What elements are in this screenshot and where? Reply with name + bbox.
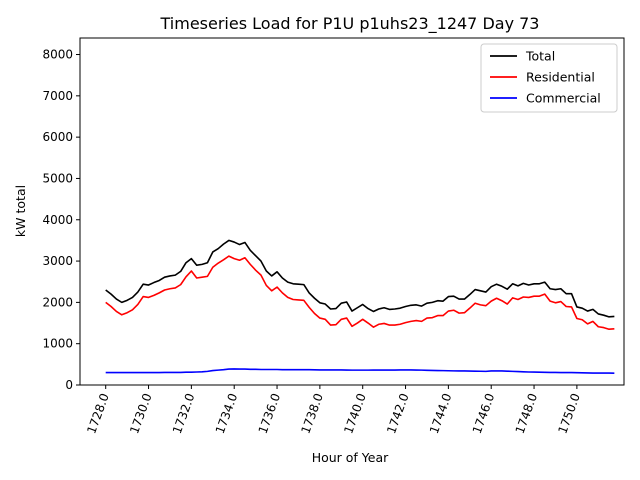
y-tick-label: 6000 — [42, 130, 73, 144]
legend-label-commercial: Commercial — [526, 91, 601, 106]
y-tick-label: 1000 — [42, 337, 73, 351]
series-line-total — [105, 239, 615, 318]
legend-label-residential: Residential — [526, 70, 595, 85]
y-tick-label: 2000 — [42, 295, 73, 309]
x-axis-label: Hour of Year — [312, 450, 389, 465]
y-tick-label: 5000 — [42, 171, 73, 185]
y-axis-label: kW total — [13, 185, 28, 237]
chart-title: Timeseries Load for P1U p1uhs23_1247 Day… — [160, 14, 540, 34]
y-tick-label: 3000 — [42, 254, 73, 268]
y-tick-label: 7000 — [42, 89, 73, 103]
legend-label-total: Total — [525, 49, 555, 64]
legend: Total Residential Commercial — [480, 43, 618, 113]
plot-frame — [79, 37, 625, 386]
series-line-commercial — [105, 368, 615, 375]
y-axis: 0 1000 2000 3000 4000 5000 6000 7000 8000 — [42, 48, 80, 392]
y-tick-label: 8000 — [42, 48, 73, 62]
y-tick-label: 4000 — [42, 213, 73, 227]
series-layer — [105, 239, 615, 375]
legend-box — [480, 43, 618, 113]
y-tick-label: 0 — [65, 378, 73, 392]
series-line-residential — [105, 255, 615, 331]
